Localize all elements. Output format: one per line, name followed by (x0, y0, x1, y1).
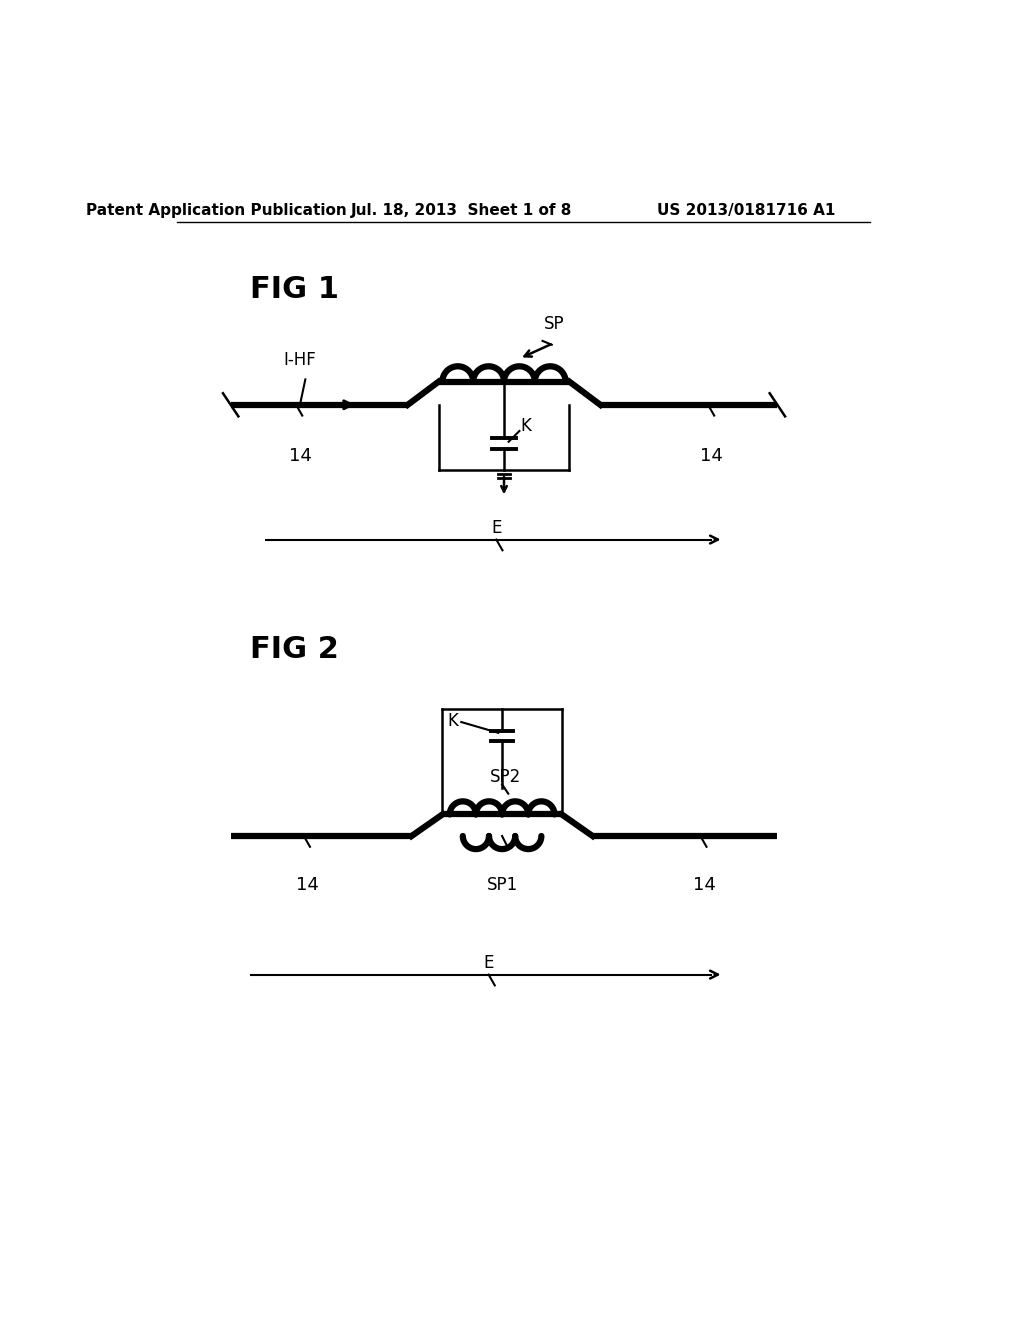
Text: FIG 2: FIG 2 (250, 635, 339, 664)
Text: E: E (483, 954, 494, 973)
Text: US 2013/0181716 A1: US 2013/0181716 A1 (657, 203, 836, 218)
Text: Patent Application Publication: Patent Application Publication (86, 203, 347, 218)
Text: 14: 14 (700, 447, 723, 465)
Text: 14: 14 (289, 447, 311, 465)
Text: 14: 14 (693, 876, 716, 894)
Text: 14: 14 (296, 876, 319, 894)
Text: Jul. 18, 2013  Sheet 1 of 8: Jul. 18, 2013 Sheet 1 of 8 (351, 203, 572, 218)
Text: FIG 1: FIG 1 (250, 275, 339, 304)
Text: SP2: SP2 (490, 768, 521, 785)
Text: E: E (492, 519, 502, 537)
Text: SP: SP (544, 315, 564, 333)
Text: I-HF: I-HF (284, 351, 316, 368)
Text: K: K (447, 711, 458, 730)
Text: K: K (520, 417, 531, 436)
Text: SP1: SP1 (486, 876, 518, 894)
